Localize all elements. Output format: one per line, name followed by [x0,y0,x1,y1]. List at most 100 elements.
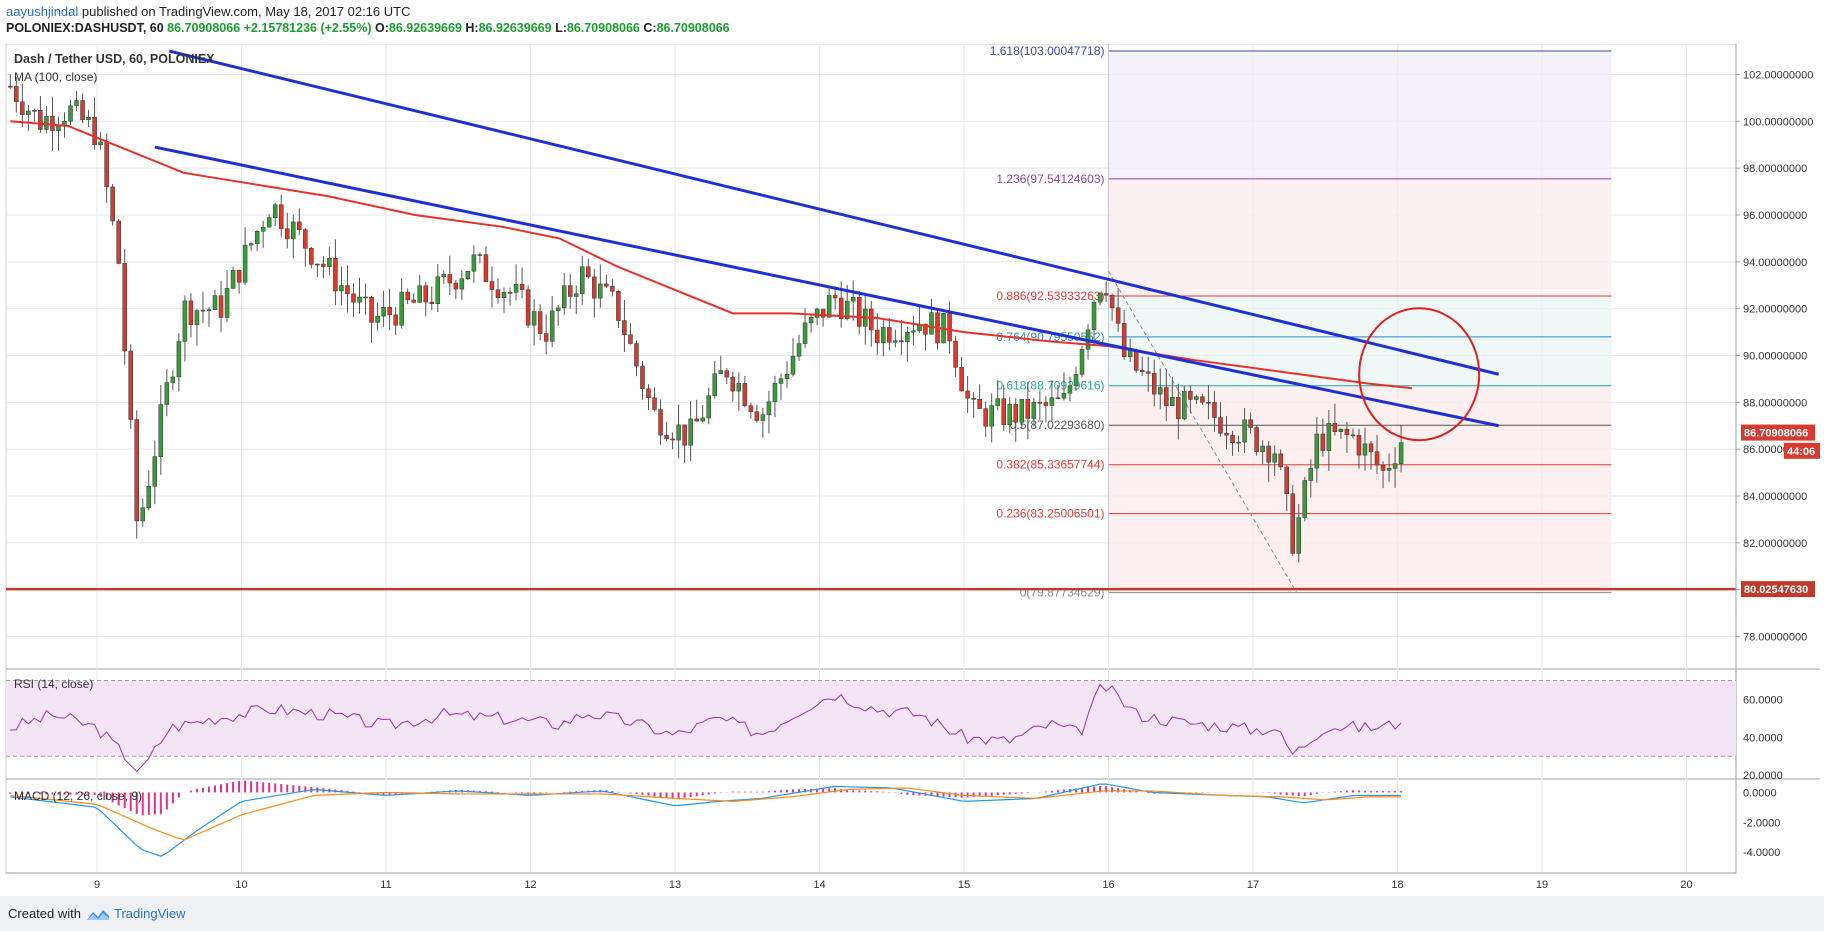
open-value: 86.92639669 [388,21,462,35]
candle-down [646,388,651,398]
candle-up [1362,443,1368,456]
ma-legend: MA (100, close) [14,70,97,84]
candle-up [1091,301,1097,331]
candle-down [838,297,844,319]
ohlc-readout: POLONIEX:DASHUSDT, 60 86.70908066 +2.157… [6,21,730,35]
candle-up [1061,392,1067,399]
candle-down [604,283,609,287]
tradingview-link[interactable]: TradingView [114,906,186,921]
candle-up [790,355,796,375]
candle-up [339,285,344,292]
candle-down [116,220,121,264]
candle-down [959,367,964,392]
candle-down [664,434,669,440]
candle-down [387,307,392,316]
candle-up [826,295,832,318]
candle-up [893,340,898,343]
candle-up [357,296,362,303]
candle-down [1218,417,1223,434]
chart-canvas[interactable]: 0(79.87734629) 0.236(83.25006501) 0.382(85… [0,44,1824,896]
rsi-line [10,683,1402,773]
macd-tick-label: -2.0000 [1743,817,1780,829]
macd-pane: 0.0000 -2.0000 -4.0000 [9,780,1780,859]
candle-down [1176,396,1181,420]
candle-down [495,289,501,299]
candle-up [1398,442,1404,464]
candle-down [1248,419,1253,428]
candle-up [1067,385,1073,394]
candle-up [905,331,910,343]
candle-down [134,419,139,522]
candle-down [899,340,904,343]
candle-down [1013,404,1019,423]
candle-up [417,285,422,303]
candle-down [1332,423,1338,432]
author-link[interactable]: aayushjindal [6,4,79,19]
candle-up [140,507,146,522]
candle-down [188,300,194,326]
candle-up [170,376,176,383]
candle-down [1254,427,1259,453]
candle-down [20,101,25,115]
candle-down [453,282,459,290]
candle-down [1212,402,1217,418]
candle-down [694,418,699,422]
candle-up [736,383,742,392]
candle-up [1326,423,1332,451]
candle-up [1242,419,1247,443]
candle-up [676,424,681,441]
candle-down [297,221,302,230]
candle-up [1049,397,1055,406]
rsi-legend: RSI (14, close) [14,677,93,691]
candle-up [1170,396,1175,406]
y-tick-label: 88.00000000 [1743,397,1807,409]
close-value: 86.70908066 [656,21,730,35]
candle-down [1320,433,1326,451]
candle-up [266,217,272,228]
candle-down [80,100,85,120]
close-label: C: [643,21,657,35]
candle-down [1115,307,1121,324]
candle-up [260,226,266,232]
candle-down [1380,464,1386,471]
candle-down [947,313,952,342]
candle-down [218,295,224,318]
candle-down [953,340,958,368]
time-axis[interactable]: 9 10 11 12 13 14 15 16 17 18 19 20 [6,872,1736,891]
fib-zone [1108,51,1612,179]
candle-up [32,110,37,112]
candle-down [122,263,127,352]
chart-header: aayushjindal published on TradingView.co… [0,0,1824,44]
candle-down [363,296,368,299]
candle-up [1097,293,1103,303]
candle-down [634,343,639,367]
tradingview-logo-icon [87,910,109,920]
candle-down [38,110,43,130]
candle-down [1290,493,1295,554]
candle-up [700,417,705,422]
candle-up [844,300,850,319]
y-tick-label: 102.00000000 [1743,69,1813,81]
fib-level-label: 0.886(92.53933263) [996,289,1104,303]
candle-down [411,299,416,303]
candle-up [152,456,158,487]
x-tick-label: 20 [1680,879,1692,891]
candle-down [1109,294,1115,309]
x-tick-label: 14 [813,879,825,891]
candle-down [1037,402,1043,404]
y-tick-label: 84.00000000 [1743,491,1807,503]
candle-up [1019,399,1025,423]
fib-zone [1108,178,1612,297]
candle-up [230,269,236,289]
candle-up [315,263,320,266]
candle-up [1260,445,1265,453]
candle-up [802,322,808,344]
rsi-band [6,680,1736,757]
price-axis[interactable]: 78.0000000080.0000000082.0000000084.0000… [1735,44,1820,873]
fib-level-label: 1.618(103.00047718) [990,44,1105,58]
macd-line [10,783,1402,857]
candle-down [1121,323,1127,358]
y-tick-label: 98.00000000 [1743,163,1807,175]
candle-up [327,258,332,267]
candle-up [796,343,802,357]
